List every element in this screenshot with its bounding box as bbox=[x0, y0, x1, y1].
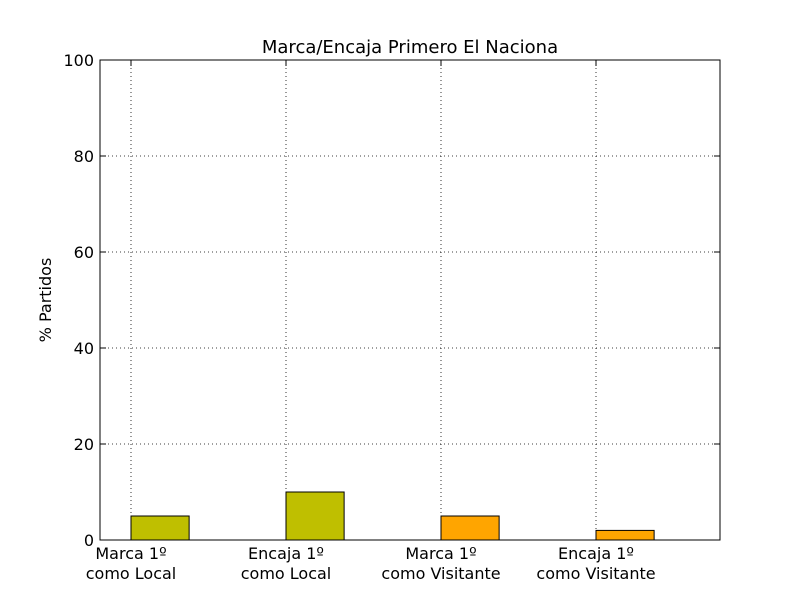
x-tick-label: Marca 1º bbox=[405, 544, 476, 563]
chart-title: Marca/Encaja Primero El Naciona bbox=[262, 37, 558, 58]
y-tick-label: 20 bbox=[74, 435, 94, 454]
x-tick-label: Encaja 1º bbox=[248, 544, 324, 563]
y-tick-label: 0 bbox=[84, 531, 94, 550]
y-tick-label: 100 bbox=[63, 51, 94, 70]
x-tick-label: como Visitante bbox=[381, 564, 500, 583]
x-tick-label: como Local bbox=[86, 564, 177, 583]
plot-frame bbox=[99, 59, 721, 541]
y-axis-ticks: 0 20 40 60 80 100 bbox=[63, 51, 720, 550]
y-tick-label: 60 bbox=[74, 243, 94, 262]
y-tick-label: 40 bbox=[74, 339, 94, 358]
y-axis-label: % Partidos bbox=[36, 258, 55, 343]
bar bbox=[595, 529, 655, 541]
y-tick-label: 80 bbox=[74, 147, 94, 166]
x-tick-label: como Local bbox=[241, 564, 332, 583]
bar bbox=[130, 515, 190, 541]
x-tick-label: Encaja 1º bbox=[558, 544, 634, 563]
bar bbox=[440, 515, 500, 541]
x-tick-label: como Visitante bbox=[536, 564, 655, 583]
grid-lines bbox=[100, 60, 720, 540]
bars bbox=[130, 491, 655, 541]
bar bbox=[285, 491, 345, 541]
x-tick-label: Marca 1º bbox=[95, 544, 166, 563]
